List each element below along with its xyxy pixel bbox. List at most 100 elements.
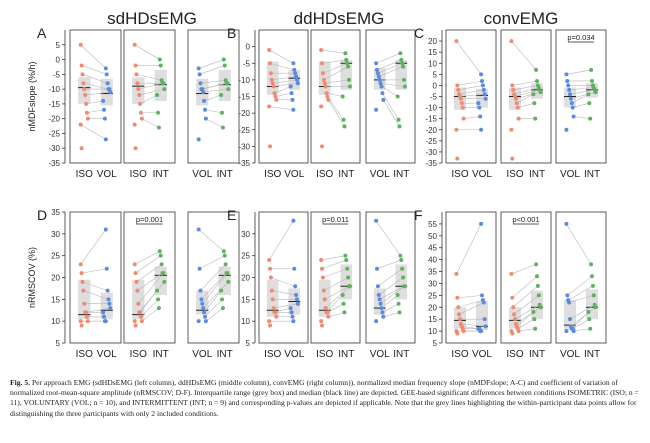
data-point-int — [587, 317, 592, 322]
participant-link — [457, 295, 483, 299]
iqr-box — [373, 288, 386, 315]
data-point-int — [586, 92, 591, 97]
panel-d: D 5 10 15 20 25 30 35 nRMSCOV (%) ISO VOL ISO INT p=0… — [27, 207, 240, 360]
participant-link — [569, 295, 594, 303]
x-tick-label: VOL — [284, 349, 304, 360]
data-point-iso — [82, 87, 87, 92]
data-point-vol — [198, 288, 203, 293]
participant-link — [573, 116, 591, 119]
data-point-iso — [269, 288, 274, 293]
data-point-vol — [481, 87, 486, 92]
data-point-vol — [101, 98, 106, 103]
data-point-iso — [84, 310, 89, 315]
data-point-int — [158, 63, 163, 68]
participant-link — [135, 255, 161, 274]
data-point-int — [587, 101, 592, 106]
participant-link — [202, 281, 229, 309]
panel-label: F — [414, 207, 423, 223]
x-tick-label: ISO — [451, 349, 468, 360]
data-point-vol — [291, 107, 296, 112]
participant-link — [383, 312, 400, 318]
data-point-iso — [510, 295, 515, 300]
subplot-vol-int: VOL INT — [365, 29, 416, 180]
data-point-iso — [274, 314, 279, 319]
data-point-vol — [568, 92, 572, 97]
data-point-vol — [374, 218, 379, 223]
participant-link — [85, 91, 111, 96]
participant-link — [327, 303, 344, 313]
x-tick-label: ISO — [316, 349, 333, 360]
x-tick-label: INT — [393, 349, 409, 360]
participant-link — [136, 264, 162, 283]
data-point-iso — [85, 319, 90, 324]
data-point-vol — [376, 74, 381, 79]
data-point-int — [591, 293, 596, 298]
participant-link — [268, 220, 294, 261]
participant-link — [572, 318, 590, 329]
participant-link — [513, 85, 538, 91]
iqr-box — [340, 59, 353, 90]
data-point-int — [588, 116, 593, 121]
data-point-iso — [134, 72, 139, 77]
data-point-int — [225, 81, 230, 86]
data-point-int — [342, 124, 347, 129]
participant-link — [571, 311, 589, 329]
data-point-iso — [267, 258, 272, 263]
data-point-iso — [135, 288, 140, 293]
data-point-vol — [103, 137, 108, 142]
y-tick-label: 15 — [428, 48, 437, 57]
y-tick-label: -5 — [430, 93, 438, 102]
data-point-vol — [378, 81, 383, 86]
participant-link — [382, 303, 399, 313]
data-point-iso — [85, 116, 90, 121]
participant-link — [270, 277, 296, 287]
data-point-vol — [564, 72, 569, 77]
participant-link — [513, 285, 539, 308]
data-point-vol — [108, 306, 113, 311]
participant-link — [80, 229, 107, 265]
data-point-vol — [483, 324, 488, 329]
participant-link — [517, 318, 535, 329]
data-point-int — [341, 301, 346, 306]
y-tick-label: 15 — [241, 295, 250, 304]
y-tick-label: -30 — [48, 144, 60, 153]
data-point-vol — [479, 127, 484, 132]
y-tick-label: -35 — [238, 159, 250, 168]
subplot-vol-int: VOL INT — [365, 211, 416, 360]
participant-link — [376, 52, 401, 64]
data-point-vol — [102, 107, 107, 112]
data-point-vol — [292, 266, 297, 271]
data-point-iso — [454, 271, 459, 276]
data-point-iso — [515, 105, 520, 110]
participant-link — [205, 118, 224, 128]
data-point-iso — [268, 275, 273, 280]
subplot-frame — [123, 29, 176, 164]
data-point-int — [538, 305, 543, 310]
data-point-vol — [294, 297, 299, 302]
data-point-int — [532, 317, 537, 322]
participant-link — [458, 302, 484, 315]
data-point-iso — [516, 116, 521, 121]
data-point-int — [156, 110, 161, 115]
participant-link — [82, 74, 108, 84]
data-point-int — [534, 262, 539, 267]
x-tick-label: INT — [153, 169, 169, 180]
data-point-vol — [289, 310, 294, 315]
data-point-iso — [269, 77, 274, 82]
data-point-iso — [512, 312, 517, 317]
subplot-frame — [69, 211, 122, 344]
iqr-box — [340, 264, 353, 300]
participant-link — [83, 82, 109, 90]
data-point-iso — [321, 288, 326, 293]
data-point-iso — [319, 104, 324, 109]
data-point-vol — [196, 227, 201, 232]
participant-link — [271, 290, 297, 296]
data-point-vol — [375, 284, 380, 289]
data-point-iso — [270, 81, 275, 86]
subplot-iso-vol: ISO VOL — [69, 211, 122, 360]
data-point-vol — [293, 71, 298, 76]
data-point-vol — [101, 310, 106, 315]
y-tick-label: 30 — [428, 279, 437, 288]
